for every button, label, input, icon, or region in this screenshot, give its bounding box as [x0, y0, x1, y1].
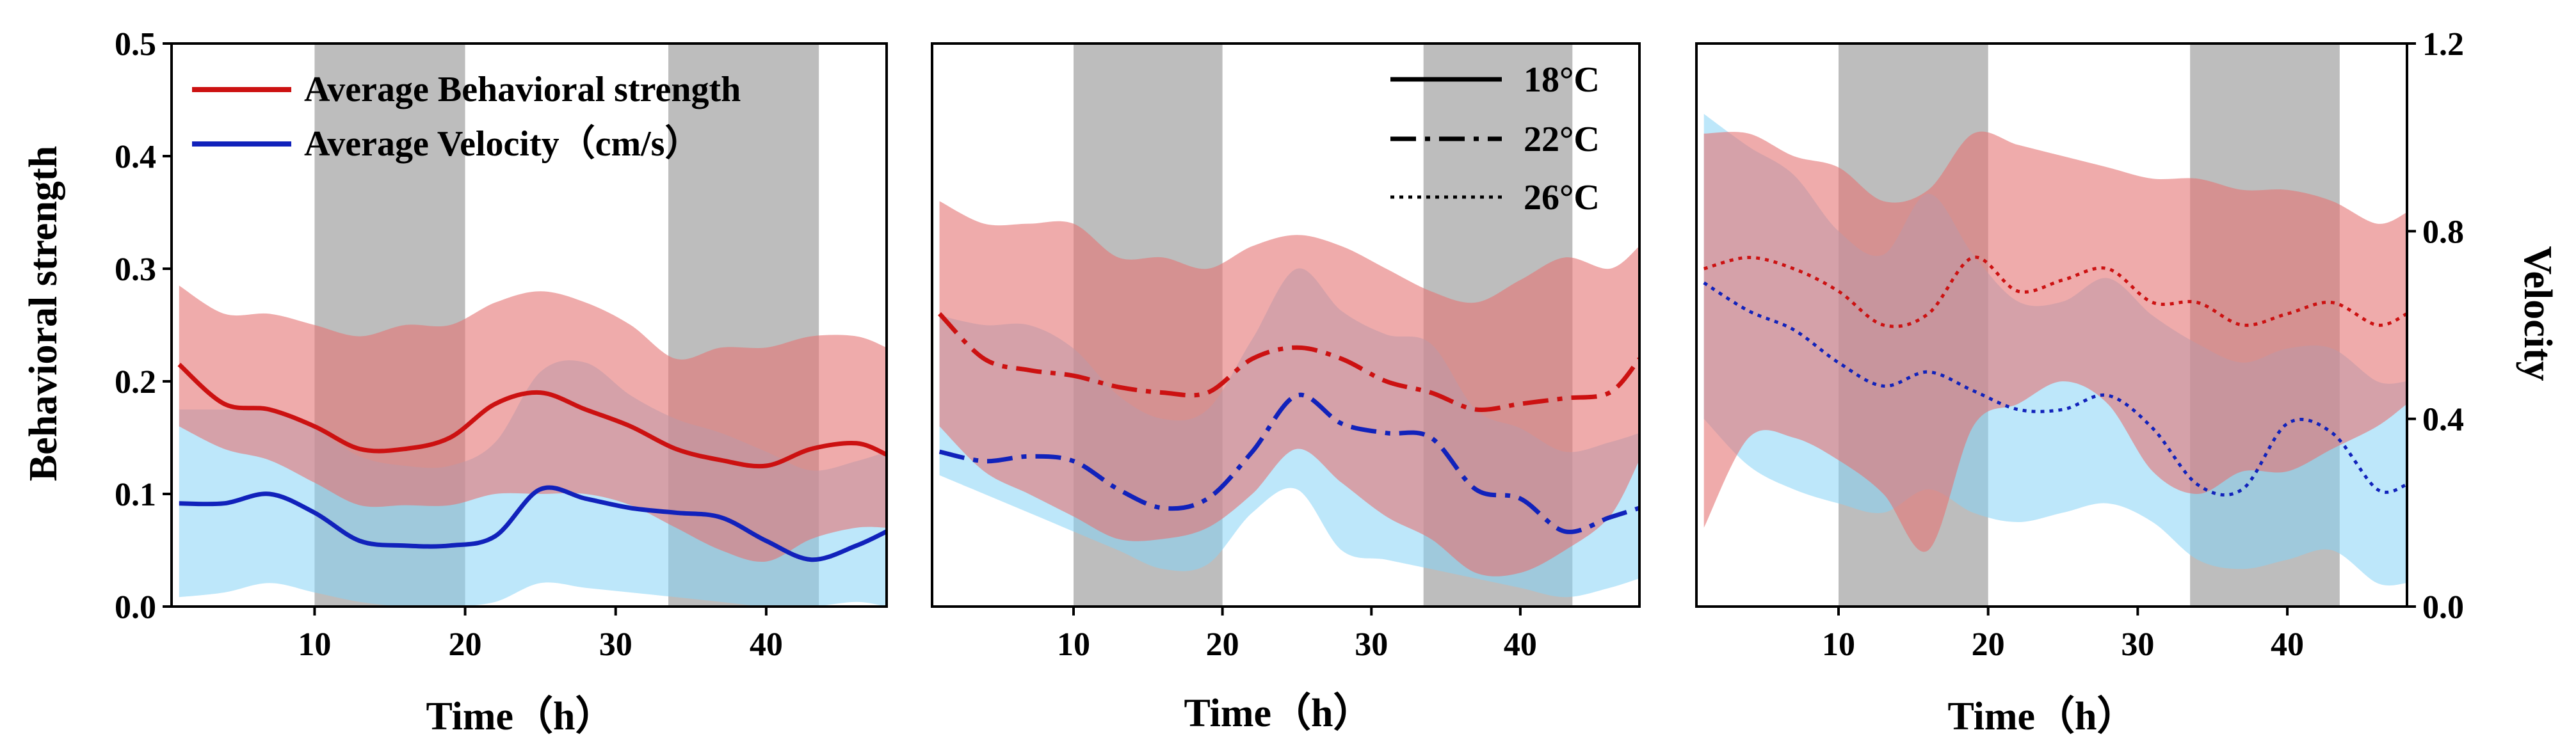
velocity-mean-line — [938, 392, 1639, 534]
x-tick-label: 30 — [2121, 626, 2154, 663]
behavior-mean-line — [1703, 255, 2407, 328]
x-axis-label-panel-3: Time（h） — [1947, 694, 2136, 738]
panel-plot-area — [1703, 44, 2407, 607]
velocity-mean-line — [179, 485, 887, 562]
x-tick-label: 20 — [449, 626, 482, 663]
behavior-mean-line — [938, 312, 1639, 413]
x-axis-label-panel-1: Time（h） — [426, 694, 615, 738]
legend-label-behavior: Average Behavioral strength — [304, 70, 741, 109]
y-right-axis-label: Velocity — [2516, 246, 2559, 381]
y-left-tick-label: 0.4 — [115, 139, 156, 175]
panel-3 — [1695, 42, 2408, 608]
x-tick-label: 10 — [298, 626, 331, 663]
panel-2 — [931, 42, 1641, 608]
behavior-band — [179, 285, 887, 562]
behavior-band — [939, 201, 1639, 576]
legend-label-velocity: Average Velocity（cm/s） — [304, 123, 700, 164]
y-right-tick-label: 1.2 — [2422, 26, 2464, 63]
behavior-mean-line — [177, 362, 887, 469]
y-left-axis-label: Behavioral strength — [22, 146, 65, 481]
legend-temperature: 18°C 22°C 26°C — [1390, 60, 1600, 218]
x-tick-label: 10 — [1057, 626, 1090, 663]
panel-frame — [931, 42, 1641, 608]
panel-plot-area — [938, 44, 1639, 607]
behavior-band — [1703, 131, 2407, 552]
x-tick-label: 30 — [1355, 626, 1388, 663]
y-left-tick-label: 0.5 — [115, 26, 156, 63]
y-left-tick-label: 0.0 — [115, 589, 156, 626]
legend-series: Average Behavioral strength Average Velo… — [192, 70, 741, 164]
y-left-tick-label: 0.3 — [115, 251, 156, 288]
ticks-layer: 10 20 30 40 10 20 30 40 10 20 30 40 0.0 0.1 0.2 0.3 0.4 0… — [115, 26, 2464, 663]
legend-label-18c: 18°C — [1524, 60, 1600, 100]
x-tick-label: 40 — [2271, 626, 2304, 663]
panel-1 — [170, 42, 888, 608]
y-right-tick-label: 0.4 — [2422, 402, 2464, 438]
y-right-tick-label: 0.8 — [2422, 214, 2464, 250]
panel-plot-area — [177, 44, 887, 607]
legend-label-26c: 26°C — [1524, 178, 1600, 218]
y-left-tick-label: 0.2 — [115, 364, 156, 401]
y-left-tick-label: 0.1 — [115, 477, 156, 513]
y-right-tick-label: 0.0 — [2422, 589, 2464, 626]
panel-frame — [170, 42, 888, 608]
x-tick-label: 30 — [599, 626, 632, 663]
x-tick-label: 10 — [1822, 626, 1855, 663]
x-axis-label-panel-2: Time（h） — [1184, 690, 1373, 735]
x-tick-label: 20 — [1206, 626, 1239, 663]
velocity-mean-line — [1703, 281, 2407, 497]
panel-frame — [1695, 42, 2408, 608]
legend-label-22c: 22°C — [1524, 120, 1600, 159]
x-tick-label: 40 — [1504, 626, 1537, 663]
x-tick-label: 40 — [750, 626, 783, 663]
x-tick-label: 20 — [1972, 626, 2005, 663]
panels-layer — [170, 42, 2408, 608]
